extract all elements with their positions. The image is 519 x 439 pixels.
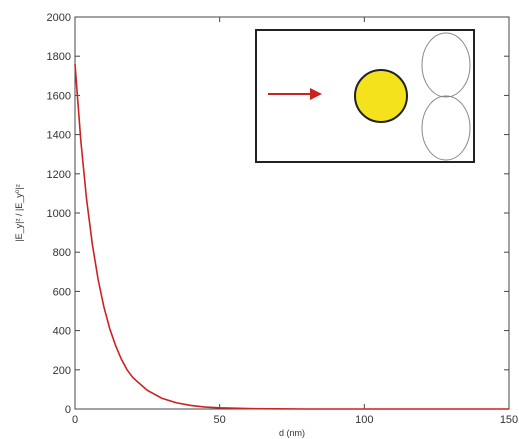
nanoparticle-circle: [354, 69, 408, 123]
y-tick-label: 1200: [47, 169, 71, 181]
x-tick-label: 100: [355, 414, 373, 426]
field-lobe-upper: [421, 32, 471, 98]
y-axis-label: |E_y|² / |E_y⁰|²: [14, 184, 24, 241]
x-axis-ticks: 0 50 100 150: [72, 17, 518, 426]
y-tick-label: 1400: [47, 130, 71, 142]
series-line-intensity: [74, 63, 509, 410]
x-tick-label: 0: [72, 414, 78, 426]
y-tick-label: 1000: [47, 208, 71, 220]
y-axis-ticks: 0 200 400 600 800 1000 1200 1400 1600 1800 2000: [47, 12, 509, 416]
incident-arrow-icon: [310, 88, 322, 100]
y-tick-label: 600: [53, 286, 71, 298]
inset-schematic: [255, 29, 475, 163]
y-tick-label: 1600: [47, 90, 71, 102]
y-tick-label: 200: [53, 365, 71, 377]
x-tick-label: 150: [500, 414, 518, 426]
y-tick-label: 2000: [47, 12, 71, 24]
x-axis-label: d (nm): [279, 428, 305, 438]
y-tick-label: 0: [65, 404, 71, 416]
y-tick-label: 400: [53, 326, 71, 338]
y-tick-label: 1800: [47, 51, 71, 63]
x-tick-label: 50: [214, 414, 226, 426]
y-tick-label: 800: [53, 247, 71, 259]
field-lobe-lower: [421, 95, 471, 161]
